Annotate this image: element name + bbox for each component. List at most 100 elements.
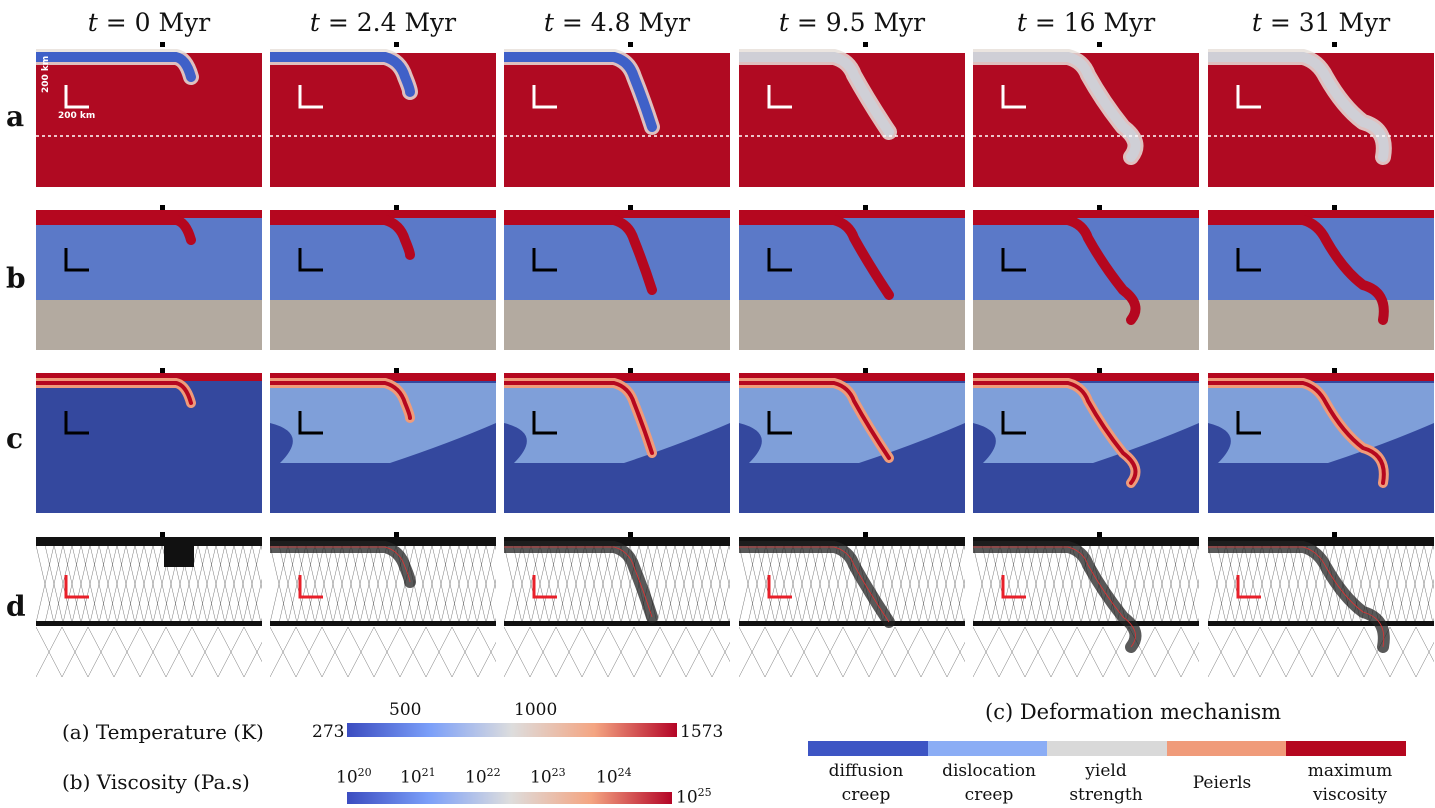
mechanism-label-0: diffusion creep (828, 761, 904, 805)
time-symbol: t (309, 8, 320, 37)
panel-c-5 (1208, 373, 1434, 513)
scale-bar (1236, 248, 1261, 272)
trench-marker (863, 42, 868, 48)
time-unit: Myr (404, 8, 457, 37)
trench-marker (628, 532, 633, 538)
panel-a-3 (739, 47, 965, 187)
time-value: 31 (1298, 8, 1331, 37)
deformation-legend-title: (c) Deformation mechanism (985, 700, 1282, 724)
row-label-a: a (6, 100, 25, 133)
panel-b-2 (504, 210, 730, 350)
mechanism-label-3: Peierls (1192, 773, 1252, 793)
scale-bar (532, 575, 557, 599)
panel-b-4 (973, 210, 1199, 350)
mesh-plot (36, 537, 262, 677)
column-title-1: t = 2.4 Myr (309, 8, 457, 37)
temperature-plot (973, 47, 1199, 187)
viscosity-plot (1208, 210, 1434, 350)
time-value: 4.8 (590, 8, 631, 37)
panel-c-1 (270, 373, 496, 513)
viscosity-plot (973, 210, 1199, 350)
mesh-plot (1208, 537, 1434, 677)
mechanism-swatch-0 (808, 741, 928, 756)
trench-marker (1097, 532, 1102, 538)
scale-bar (64, 411, 89, 435)
time-symbol: t (87, 8, 98, 37)
time-unit: Myr (158, 8, 211, 37)
time-value: 2.4 (356, 8, 397, 37)
panel-b-3 (739, 210, 965, 350)
scale-bar (767, 85, 792, 109)
temperature-tick-500: 500 (389, 700, 422, 720)
temperature-plot (739, 47, 965, 187)
mesh-plot (504, 537, 730, 677)
scale-bar (298, 248, 323, 272)
trench-marker (863, 532, 868, 538)
deformation-plot (739, 373, 965, 513)
temperature-plot (270, 47, 496, 187)
column-title-3: t = 9.5 Myr (778, 8, 926, 37)
viscosity-tick-2: 1022 (465, 766, 501, 788)
trench-marker (863, 205, 868, 211)
mesh-plot (973, 537, 1199, 677)
trench-marker (1332, 368, 1337, 374)
trench-marker (628, 205, 633, 211)
mechanism-swatch-4 (1286, 741, 1406, 756)
scale-bar (1236, 85, 1261, 109)
scale-bar (64, 85, 89, 109)
scale-bar (298, 85, 323, 109)
row-label-d: d (6, 590, 26, 623)
panel-c-4 (973, 373, 1199, 513)
trench-marker (160, 42, 165, 48)
temperature-plot (36, 47, 262, 187)
temperature-min-label: 273 (312, 722, 345, 742)
column-title-2: t = 4.8 Myr (543, 8, 691, 37)
deformation-plot (1208, 373, 1434, 513)
viscosity-tick-0: 1020 (336, 766, 372, 788)
temperature-legend-title: (a) Temperature (K) (62, 720, 264, 744)
panel-a-4 (973, 47, 1199, 187)
deformation-plot (504, 373, 730, 513)
deformation-colorbar (808, 741, 1406, 756)
trench-marker (160, 532, 165, 538)
time-unit: Myr (873, 8, 926, 37)
viscosity-plot (739, 210, 965, 350)
temperature-max-label: 1573 (680, 722, 724, 742)
panel-b-1 (270, 210, 496, 350)
time-value: 0 (134, 8, 151, 37)
trench-marker (1097, 368, 1102, 374)
viscosity-colorbar (347, 792, 672, 804)
trench-marker (1097, 42, 1102, 48)
panel-a-5 (1208, 47, 1434, 187)
mesh-plot (270, 537, 496, 677)
scale-bar (298, 411, 323, 435)
trench-marker (394, 368, 399, 374)
scale-bar (1001, 248, 1026, 272)
time-symbol: t (1251, 8, 1262, 37)
scale-bar (532, 248, 557, 272)
column-title-5: t = 31 Myr (1251, 8, 1391, 37)
trench-marker (628, 42, 633, 48)
scale-bar (1236, 411, 1261, 435)
deformation-plot (973, 373, 1199, 513)
deformation-plot (36, 373, 262, 513)
time-unit: Myr (1103, 8, 1156, 37)
mesh-plot (739, 537, 965, 677)
viscosity-plot (504, 210, 730, 350)
viscosity-plot (36, 210, 262, 350)
trench-marker (1332, 532, 1337, 538)
panel-c-2 (504, 373, 730, 513)
panel-d-5 (1208, 537, 1434, 677)
panel-b-0 (36, 210, 262, 350)
mechanism-swatch-3 (1166, 741, 1287, 756)
temperature-tick-1000: 1000 (514, 700, 558, 720)
panel-b-5 (1208, 210, 1434, 350)
column-title-4: t = 16 Myr (1016, 8, 1156, 37)
deformation-plot (270, 373, 496, 513)
panel-d-3 (739, 537, 965, 677)
scalebar-vertical-label: 200 km (41, 55, 51, 93)
scale-bar (767, 575, 792, 599)
trench-marker (160, 205, 165, 211)
panel-d-4 (973, 537, 1199, 677)
scale-bar (64, 248, 89, 272)
